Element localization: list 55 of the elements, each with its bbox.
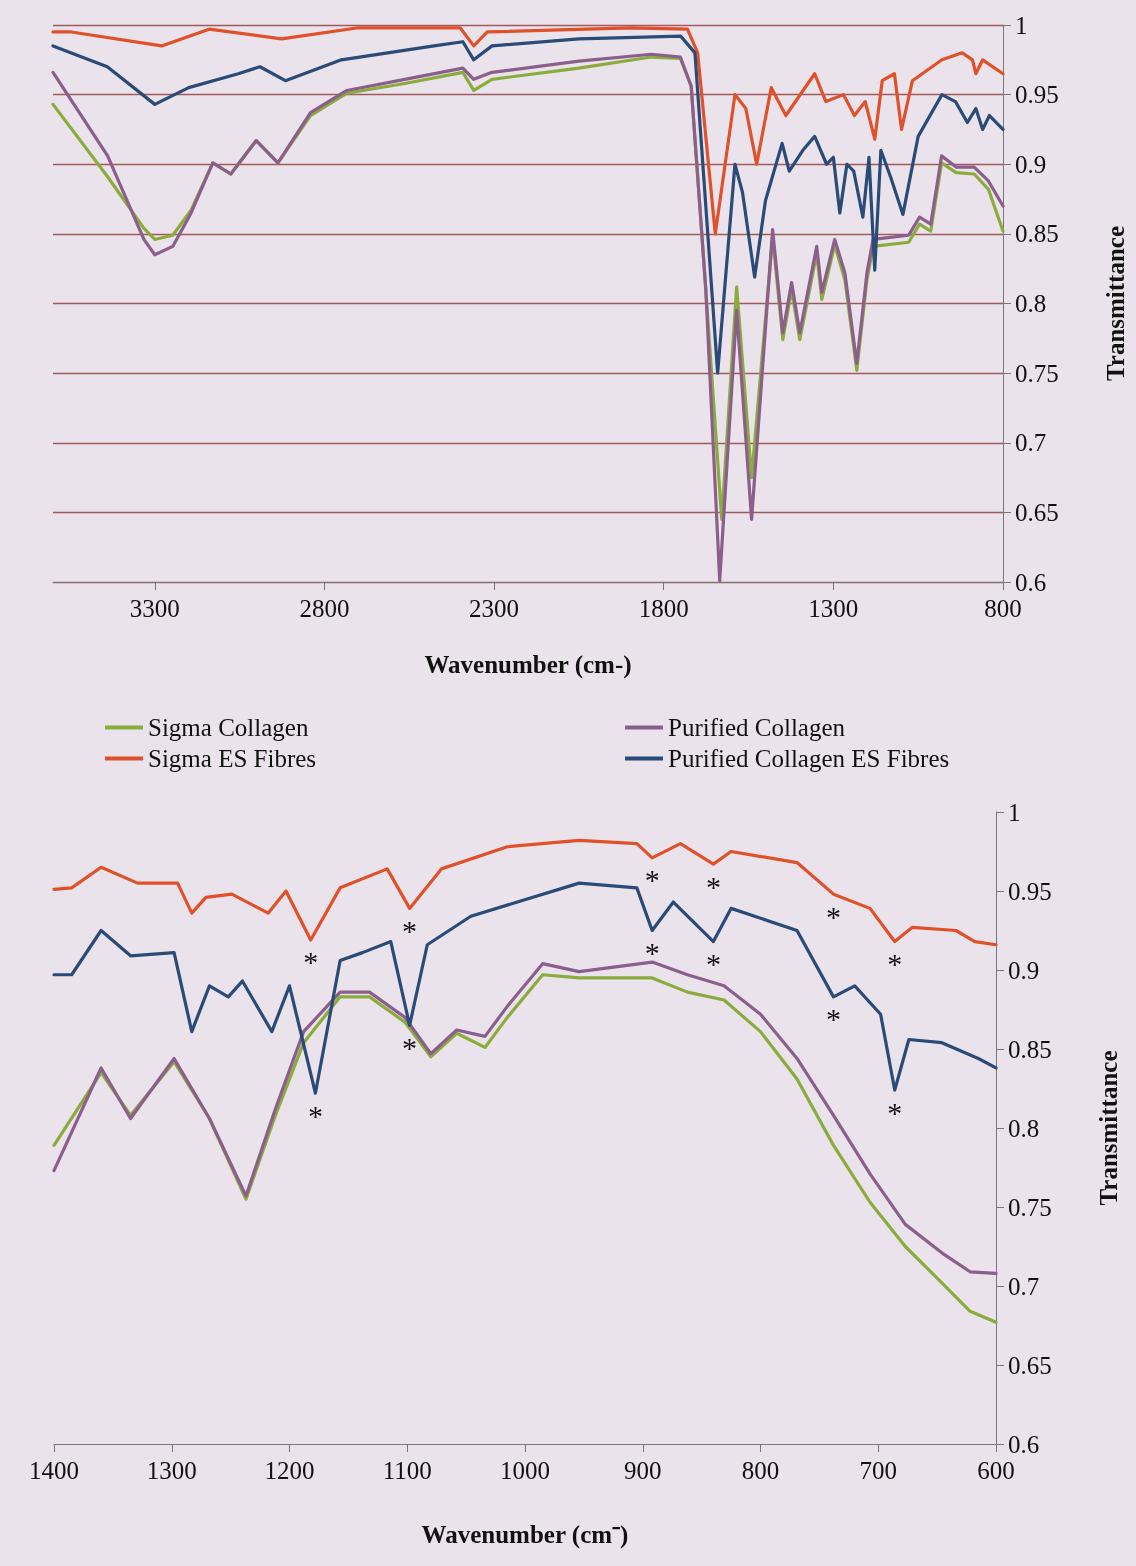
- x-tick-label: 1800: [638, 595, 689, 622]
- x-tick-label: 600: [977, 1457, 1015, 1484]
- y-tick-label: 1: [1008, 798, 1021, 826]
- y-axis-title: Transmittance: [1095, 1050, 1122, 1206]
- y-tick-label: 0.9: [1008, 956, 1040, 984]
- legend-label: Purified Collagen: [668, 714, 846, 741]
- y-tick-label: 0.95: [1008, 877, 1052, 905]
- x-tick-label: 2800: [299, 595, 350, 622]
- annotation: *: [826, 1002, 842, 1036]
- y-tick-label: 0.8: [1008, 1114, 1040, 1142]
- annotation: *: [402, 913, 418, 947]
- y-tick-label: 0.75: [1015, 359, 1059, 387]
- x-tick-label: 700: [859, 1457, 897, 1484]
- x-tick-label: 1200: [264, 1457, 315, 1484]
- line-series: [51, 34, 1005, 375]
- y-tick-label: 0.85: [1015, 220, 1059, 248]
- y-tick-label: 0.85: [1008, 1035, 1052, 1063]
- annotation: *: [402, 1030, 418, 1064]
- x-tick-label: 800: [741, 1457, 780, 1484]
- annotation: *: [705, 869, 721, 903]
- y-tick-label: 0.65: [1008, 1351, 1052, 1379]
- x-tick-label: 1300: [808, 595, 859, 622]
- y-axis-title: Transmittance: [1102, 225, 1129, 382]
- annotation: *: [887, 947, 903, 981]
- annotation: *: [826, 899, 842, 933]
- y-tick-label: 0.75: [1008, 1193, 1052, 1221]
- annotation: *: [705, 947, 721, 981]
- y-tick-label: 1: [1015, 11, 1028, 39]
- x-tick-label: 3300: [129, 595, 180, 622]
- y-tick-label: 0.6: [1008, 1430, 1040, 1458]
- annotation: *: [303, 945, 319, 979]
- x-tick-label: 1000: [500, 1457, 550, 1484]
- annotation: *: [307, 1098, 323, 1132]
- x-axis-title: Wavenumber (cm⁻): [421, 1521, 629, 1549]
- y-tick-label: 0.65: [1015, 498, 1059, 526]
- x-tick-label: 900: [624, 1457, 662, 1484]
- x-tick-label: 800: [984, 595, 1022, 622]
- x-tick-label: 1400: [29, 1457, 79, 1484]
- y-tick-label: 0.7: [1015, 429, 1047, 457]
- x-tick-label: 2300: [469, 595, 520, 622]
- y-tick-label: 0.7: [1008, 1272, 1040, 1300]
- x-axis-title: Wavenumber (cm-): [424, 651, 632, 679]
- line-series: [51, 26, 1005, 236]
- annotation: *: [887, 1095, 903, 1129]
- x-tick-label: 1300: [146, 1457, 197, 1484]
- y-tick-label: 0.6: [1015, 568, 1047, 596]
- y-tick-label: 0.9: [1015, 150, 1047, 178]
- x-tick-label: 1100: [382, 1457, 432, 1484]
- legend-label: Sigma ES Fibres: [148, 745, 317, 772]
- y-tick-label: 0.8: [1015, 290, 1047, 317]
- annotation: *: [644, 863, 660, 897]
- annotation: *: [644, 936, 660, 969]
- legend-label: Purified Collagen ES Fibres: [668, 745, 950, 772]
- legend-label: Sigma Collagen: [148, 714, 309, 741]
- y-tick-label: 0.95: [1015, 81, 1059, 109]
